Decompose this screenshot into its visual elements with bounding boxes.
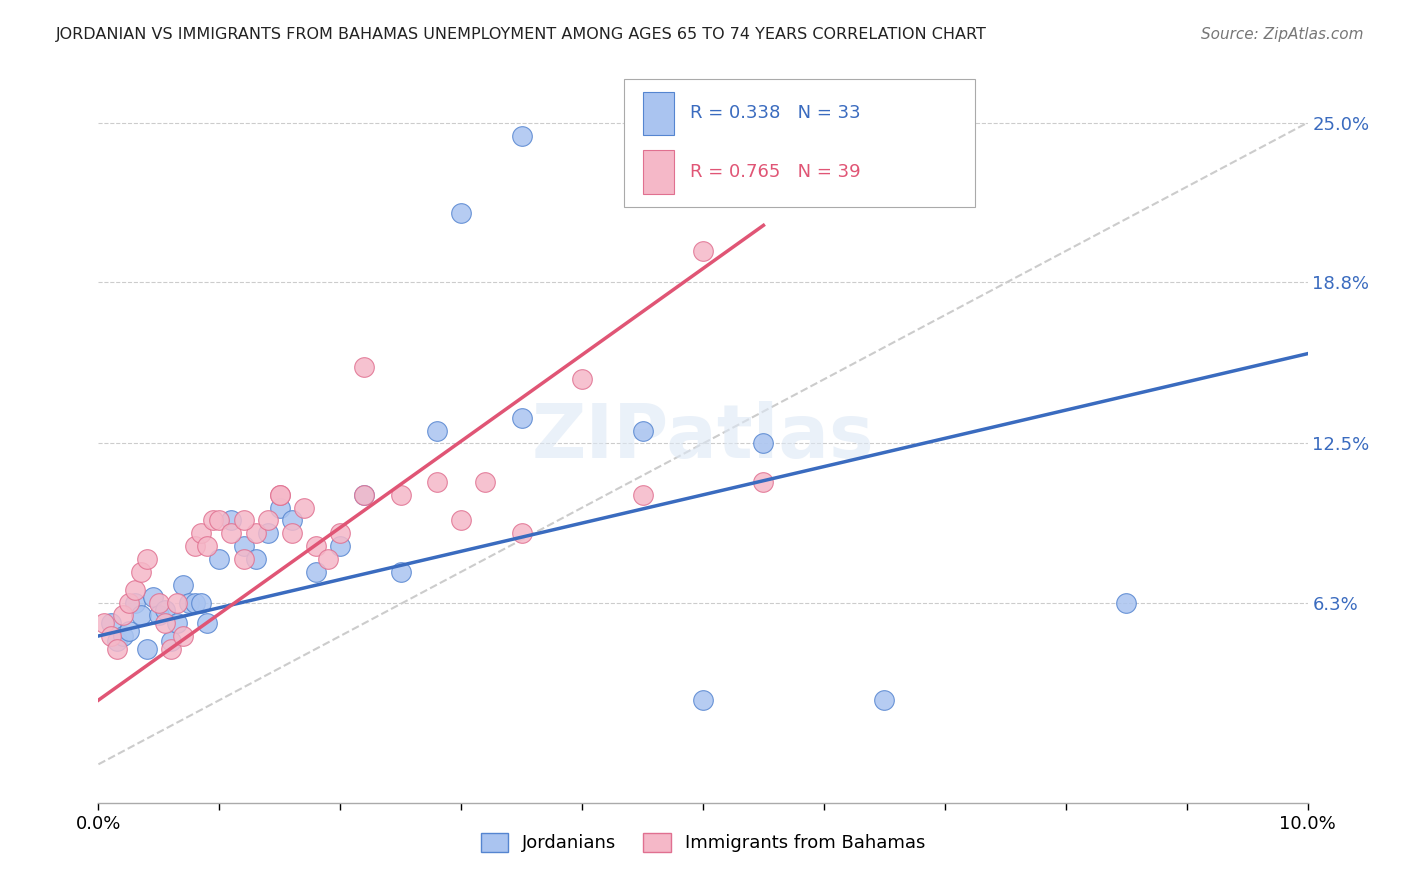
FancyBboxPatch shape bbox=[643, 151, 673, 194]
Point bbox=[571, 372, 593, 386]
Point bbox=[172, 577, 194, 591]
Point bbox=[305, 539, 328, 553]
Point bbox=[510, 410, 533, 425]
Point bbox=[631, 424, 654, 438]
FancyBboxPatch shape bbox=[624, 78, 976, 207]
FancyBboxPatch shape bbox=[643, 92, 673, 135]
Point bbox=[353, 359, 375, 374]
Point bbox=[111, 629, 134, 643]
Point bbox=[426, 424, 449, 438]
Point bbox=[256, 514, 278, 528]
Point bbox=[269, 488, 291, 502]
Point bbox=[160, 634, 183, 648]
Point bbox=[329, 526, 352, 541]
Point bbox=[153, 603, 176, 617]
Point bbox=[1115, 596, 1137, 610]
Point bbox=[142, 591, 165, 605]
Point bbox=[208, 552, 231, 566]
Point bbox=[873, 693, 896, 707]
Point bbox=[752, 475, 775, 489]
Point bbox=[232, 552, 254, 566]
Point bbox=[256, 526, 278, 541]
Point bbox=[292, 500, 315, 515]
Point bbox=[474, 475, 496, 489]
Point bbox=[160, 641, 183, 656]
Point bbox=[692, 244, 714, 258]
Point bbox=[129, 608, 152, 623]
Legend: Jordanians, Immigrants from Bahamas: Jordanians, Immigrants from Bahamas bbox=[474, 826, 932, 860]
Point bbox=[166, 596, 188, 610]
Point bbox=[353, 488, 375, 502]
Point bbox=[124, 582, 146, 597]
Point bbox=[692, 693, 714, 707]
Point bbox=[510, 128, 533, 143]
Point bbox=[752, 436, 775, 450]
Point bbox=[195, 616, 218, 631]
Point bbox=[450, 514, 472, 528]
Point bbox=[232, 539, 254, 553]
Point bbox=[153, 616, 176, 631]
Text: ZIPatlas: ZIPatlas bbox=[531, 401, 875, 474]
Point bbox=[118, 624, 141, 638]
Point bbox=[232, 514, 254, 528]
Point bbox=[135, 552, 157, 566]
Point bbox=[105, 634, 128, 648]
Point bbox=[281, 526, 304, 541]
Point bbox=[179, 596, 201, 610]
Point bbox=[245, 526, 267, 541]
Point bbox=[426, 475, 449, 489]
Point bbox=[245, 552, 267, 566]
Point bbox=[190, 526, 212, 541]
Point bbox=[111, 608, 134, 623]
Point bbox=[202, 514, 225, 528]
Point bbox=[353, 488, 375, 502]
Point bbox=[184, 596, 207, 610]
Point bbox=[172, 629, 194, 643]
Point bbox=[316, 552, 339, 566]
Text: Source: ZipAtlas.com: Source: ZipAtlas.com bbox=[1201, 27, 1364, 42]
Point bbox=[329, 539, 352, 553]
Point bbox=[118, 596, 141, 610]
Point bbox=[184, 539, 207, 553]
Point bbox=[135, 641, 157, 656]
Text: R = 0.765   N = 39: R = 0.765 N = 39 bbox=[690, 163, 860, 181]
Point bbox=[105, 641, 128, 656]
Point bbox=[148, 596, 170, 610]
Point bbox=[450, 205, 472, 219]
Point bbox=[510, 526, 533, 541]
Point bbox=[100, 629, 122, 643]
Point bbox=[93, 616, 115, 631]
Point bbox=[269, 500, 291, 515]
Point bbox=[195, 539, 218, 553]
Point bbox=[166, 616, 188, 631]
Text: R = 0.338   N = 33: R = 0.338 N = 33 bbox=[690, 104, 860, 122]
Point bbox=[129, 565, 152, 579]
Point bbox=[148, 608, 170, 623]
Point bbox=[100, 616, 122, 631]
Point bbox=[281, 514, 304, 528]
Point bbox=[221, 514, 243, 528]
Point bbox=[631, 488, 654, 502]
Point bbox=[208, 514, 231, 528]
Point bbox=[269, 488, 291, 502]
Point bbox=[221, 526, 243, 541]
Text: JORDANIAN VS IMMIGRANTS FROM BAHAMAS UNEMPLOYMENT AMONG AGES 65 TO 74 YEARS CORR: JORDANIAN VS IMMIGRANTS FROM BAHAMAS UNE… bbox=[56, 27, 987, 42]
Point bbox=[190, 596, 212, 610]
Point bbox=[305, 565, 328, 579]
Point bbox=[389, 488, 412, 502]
Point bbox=[124, 596, 146, 610]
Point bbox=[389, 565, 412, 579]
